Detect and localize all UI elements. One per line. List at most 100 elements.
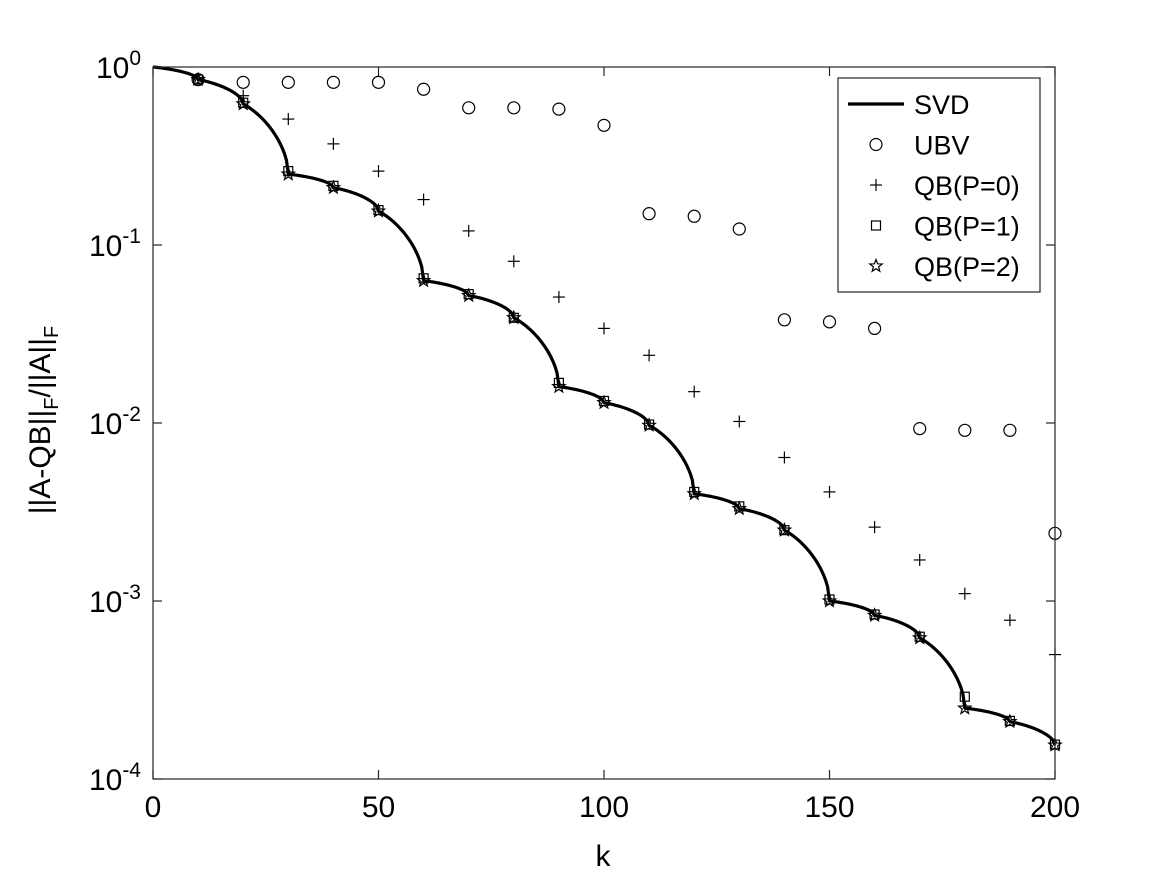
marker-plus [643, 349, 656, 362]
legend-item: SVD [848, 90, 970, 120]
y-axis-label-part: F [41, 326, 63, 338]
series-SVD [152, 65, 1057, 746]
legend-label: QB(P=0) [914, 171, 1020, 201]
marker-star [460, 287, 477, 303]
legend-label: UBV [914, 131, 970, 161]
marker-circle [1003, 423, 1017, 437]
marker-circle [281, 75, 295, 89]
x-tick-label: 0 [145, 791, 162, 824]
y-tick-base: 10 [89, 230, 122, 263]
legend-marker-square [870, 220, 882, 231]
marker-plus [552, 291, 565, 304]
marker-star [235, 95, 252, 111]
marker-plus [823, 485, 836, 498]
y-tick-base: 10 [89, 408, 122, 441]
marker-plus [868, 521, 881, 534]
marker-star [190, 71, 206, 87]
marker-plus [507, 255, 520, 268]
y-tick-label: 10-1 [89, 225, 141, 263]
plot-area [152, 65, 1063, 752]
marker-circle [236, 75, 250, 89]
marker-star [956, 699, 973, 715]
y-tick-label: 10-2 [89, 403, 141, 441]
marker-star [415, 272, 432, 288]
marker-star [641, 417, 657, 433]
marker-circle [867, 321, 882, 335]
y-tick-label: 10-4 [89, 759, 141, 797]
marker-star [821, 592, 838, 608]
marker-star [686, 485, 703, 501]
y-axis-label-part: F [41, 398, 63, 410]
marker-star [325, 179, 342, 195]
y-tick-exponent: -4 [122, 759, 141, 782]
legend-marker-circle [869, 137, 883, 152]
y-tick-label: 10-3 [89, 581, 141, 619]
y-tick-exponent: 0 [129, 47, 141, 70]
x-tick-label: 150 [804, 791, 854, 824]
x-tick-label: 50 [362, 791, 395, 824]
marker-star [866, 607, 883, 623]
marker-plus [237, 89, 250, 102]
marker-star [551, 378, 567, 394]
marker-circle [552, 102, 566, 116]
marker-plus [688, 385, 701, 398]
marker-plus [462, 224, 475, 237]
legend-item: QB(P=1) [870, 212, 1020, 242]
y-tick-exponent: -2 [122, 403, 141, 426]
y-tick-base: 10 [89, 764, 122, 797]
marker-plus [1003, 614, 1016, 627]
marker-star [596, 394, 612, 410]
marker-plus [282, 113, 295, 126]
marker-circle [597, 118, 611, 132]
marker-star [1002, 713, 1018, 729]
y-tick-exponent: -3 [122, 581, 141, 604]
legend-box [837, 77, 1041, 293]
marker-circle [462, 101, 476, 115]
marker-circle [417, 82, 431, 96]
x-tick-label: 200 [1030, 791, 1080, 824]
marker-square [553, 377, 565, 388]
y-tick-base: 10 [89, 586, 122, 619]
marker-star [280, 165, 297, 181]
marker-circle [371, 75, 386, 89]
marker-plus [598, 322, 610, 335]
marker-plus [733, 415, 746, 428]
legend-label: QB(P=1) [914, 212, 1020, 242]
marker-plus [372, 165, 385, 178]
marker-circle [777, 313, 792, 327]
marker-star [370, 202, 387, 218]
y-axis-label: ||A-QB||F/||A||F [24, 326, 63, 515]
legend-marker-plus [870, 179, 882, 191]
x-axis-label: k [596, 840, 612, 873]
legend: SVD UBV QB(P=0) QB(P=1) QB(P=2) [837, 77, 1041, 293]
marker-circle [687, 209, 701, 223]
marker-circle [913, 422, 927, 436]
marker-circle [958, 423, 972, 437]
y-axis-label-part: ||A-QB|| [24, 410, 57, 515]
marker-star [505, 309, 522, 325]
marker-circle [642, 207, 656, 221]
y-tick-exponent: -1 [122, 225, 141, 248]
legend-label: QB(P=2) [914, 252, 1020, 282]
marker-plus [327, 137, 340, 150]
marker-plus [913, 553, 926, 566]
marker-plus [778, 451, 791, 464]
legend-item: UBV [869, 131, 970, 161]
marker-star [731, 500, 748, 516]
series-QB(P=2) [190, 71, 1063, 752]
marker-circle [822, 315, 837, 329]
svd-line [152, 65, 1057, 746]
marker-star [776, 521, 793, 537]
series-UBV [191, 72, 1062, 540]
marker-circle [732, 222, 746, 236]
marker-star [911, 629, 928, 645]
x-tick-label: 100 [579, 791, 629, 824]
marker-plus [417, 193, 430, 206]
y-axis-label-part: /||A|| [24, 338, 57, 398]
marker-plus [958, 587, 971, 600]
marker-circle [507, 101, 521, 115]
legend-item: QB(P=0) [870, 171, 1020, 201]
legend-marker-star [868, 257, 884, 273]
